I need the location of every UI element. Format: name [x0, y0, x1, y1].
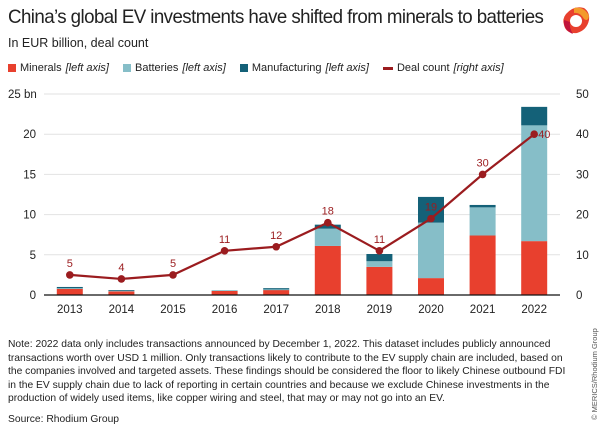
- bar-manufacturing-2017: [263, 288, 290, 290]
- legend-item-batteries: Batteries [left axis]: [122, 62, 226, 74]
- bar-manufacturing-2021: [469, 204, 496, 208]
- legend-item-minerals: Minerals [left axis]: [8, 62, 109, 74]
- bar-batteries-2021: [469, 207, 496, 236]
- deal-count-point: [530, 130, 538, 138]
- x-axis-tick: 2015: [160, 304, 186, 315]
- right-axis-tick: 50: [576, 89, 589, 101]
- deal-count-point: [117, 275, 126, 283]
- chart-subtitle: In EUR billion, deal count: [8, 36, 149, 50]
- deal-count-label: 4: [118, 262, 124, 274]
- right-axis-tick: 10: [576, 250, 589, 262]
- legend-label: Minerals: [20, 62, 62, 74]
- deal-count-line: [69, 133, 535, 281]
- bar-batteries-2014: [108, 290, 135, 292]
- chart-plot: 0 5 10 15 20 25 bn 0 10 20 30 40 50 2013 2014 2015 2016…: [8, 89, 589, 315]
- left-axis-tick: 20: [23, 129, 36, 141]
- bar-minerals-2018: [314, 245, 341, 295]
- legend-swatch: [382, 66, 393, 70]
- deal-count-label: 19: [425, 202, 437, 214]
- deal-count-point: [66, 271, 74, 279]
- deal-count-point: [427, 214, 435, 223]
- legend-swatch: [8, 64, 16, 72]
- x-axis-tick: 2017: [263, 304, 289, 315]
- deal-count-point: [220, 246, 229, 255]
- legend-label: Manufacturing: [251, 62, 322, 74]
- bar-minerals-2020: [418, 278, 444, 295]
- legend-axis-note: [left axis]: [65, 62, 109, 74]
- bar-minerals-2016: [211, 290, 238, 295]
- left-axis-tick: 10: [23, 210, 36, 222]
- bar-minerals-2019: [366, 266, 393, 295]
- bar-batteries-2019: [366, 261, 393, 267]
- deal-count-label: 30: [476, 157, 488, 169]
- left-axis-tick: 5: [30, 250, 36, 262]
- legend-label: Deal count: [396, 62, 450, 74]
- source-label: Source: Rhodium Group: [8, 414, 120, 425]
- x-axis-tick: 2022: [521, 304, 547, 315]
- deal-count-point: [324, 218, 332, 227]
- deal-count-label: 40: [538, 129, 550, 141]
- merics-logo-icon: [563, 7, 590, 34]
- bar-batteries-2017: [263, 289, 290, 291]
- right-axis-tick: 30: [576, 169, 589, 181]
- bar-minerals-2013: [56, 288, 83, 295]
- legend-axis-note: [left axis]: [325, 62, 369, 74]
- legend-label: Batteries: [134, 62, 179, 74]
- deal-count-point: [169, 271, 177, 279]
- footnote: Note: 2022 data only includes transactio…: [8, 339, 566, 404]
- bar-manufacturing-2019: [366, 253, 393, 262]
- right-axis-tick: 0: [576, 290, 582, 302]
- deal-count-point: [272, 242, 281, 251]
- bar-minerals-2022: [521, 241, 548, 295]
- x-axis-tick: 2016: [212, 304, 238, 315]
- legend-swatch: [122, 64, 131, 72]
- chart-title: China’s global EV investments have shift…: [8, 6, 544, 28]
- bar-manufacturing-2014: [108, 290, 135, 291]
- left-axis-tick: 15: [23, 169, 36, 181]
- deal-count-label: 5: [67, 258, 73, 270]
- deal-count-label: 5: [170, 258, 176, 270]
- right-axis-tick: 40: [576, 129, 589, 141]
- copyright-credit: © MERICS/Rhodium Group: [590, 328, 599, 420]
- deal-count-point: [375, 246, 384, 255]
- legend-axis-note: [left axis]: [182, 62, 226, 74]
- x-axis-tick: 2014: [109, 304, 135, 315]
- legend-item-manufacturing: Manufacturing [left axis]: [239, 62, 369, 74]
- legend-item-deal-count: Deal count [right axis]: [382, 62, 504, 74]
- deal-count-label: 18: [322, 206, 334, 218]
- x-axis-tick: 2018: [315, 304, 341, 315]
- legend-swatch: [239, 64, 248, 72]
- bar-batteries-2016: [211, 290, 238, 291]
- deal-count-point: [478, 170, 487, 179]
- bar-minerals-2021: [469, 235, 496, 295]
- chart-legend: Minerals [left axis] Batteries [left axis…: [8, 62, 504, 74]
- x-axis-tick: 2020: [418, 304, 444, 315]
- left-axis-tick: 25 bn: [8, 89, 37, 101]
- right-axis-tick: 20: [576, 210, 589, 222]
- bar-minerals-2014: [108, 291, 135, 295]
- bar-batteries-2013: [56, 288, 83, 289]
- bar-manufacturing-2018: [314, 224, 341, 229]
- bar-minerals-2017: [263, 289, 290, 295]
- bar-manufacturing-2022: [521, 106, 548, 126]
- bar-batteries-2018: [314, 228, 341, 246]
- legend-axis-note: [right axis]: [453, 62, 504, 74]
- bar-batteries-2020: [418, 222, 444, 279]
- left-axis-tick: 0: [30, 290, 36, 302]
- deal-count-label: 11: [219, 234, 230, 246]
- deal-count-label: 12: [270, 230, 282, 242]
- x-axis-tick: 2013: [57, 304, 83, 315]
- bar-batteries-2022: [521, 125, 548, 242]
- x-axis-tick: 2021: [470, 304, 496, 315]
- bar-manufacturing-2013: [56, 286, 83, 289]
- deal-count-label: 11: [374, 234, 385, 246]
- x-axis-tick: 2019: [367, 304, 393, 315]
